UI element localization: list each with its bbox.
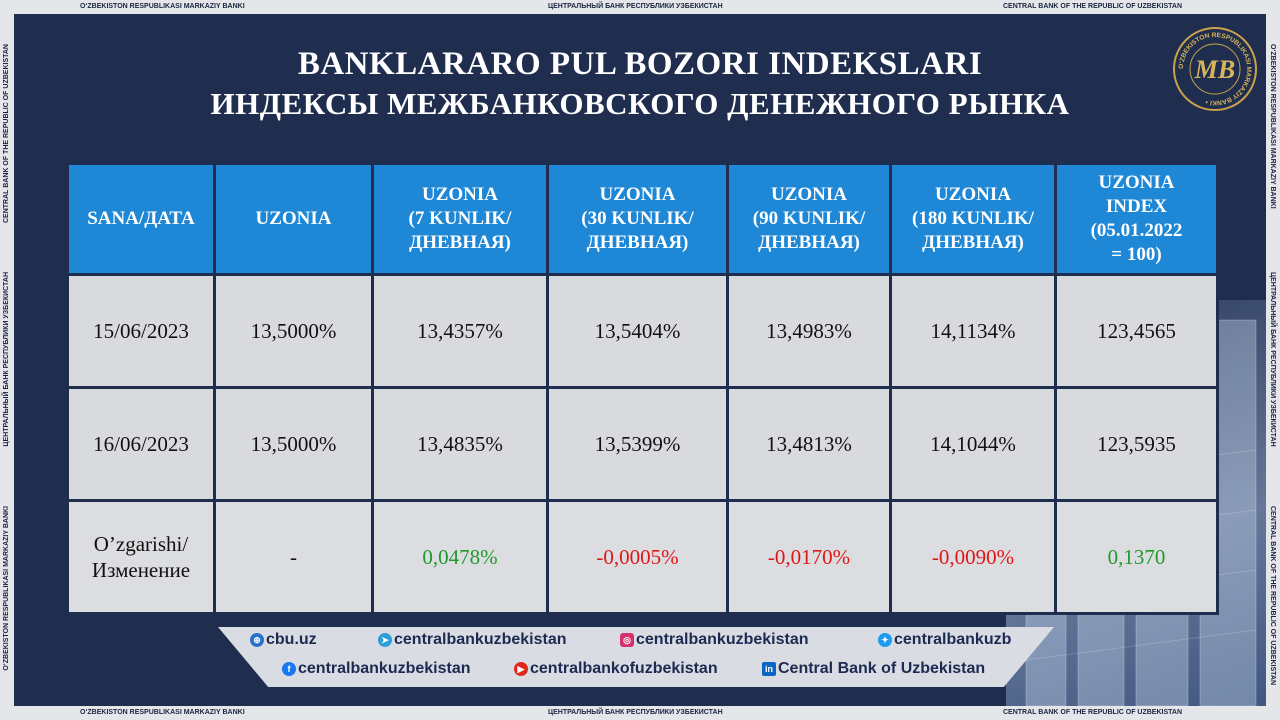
cell-uzonia-7: 13,4357% [371,273,549,389]
cell-uzonia-90: 13,4813% [726,386,892,502]
social-link-twitter[interactable]: ✦ centralbankuzb [878,631,1011,649]
frame-right-strip: O‘ZBEKISTON RESPUBLIKASI MARKAZIY BANKI … [1266,14,1280,706]
cell-uzonia-30: 13,5399% [546,386,729,502]
header-uzonia-90: UZONIA (90 KUNLIK/ДНЕВНАЯ) [726,162,892,276]
linkedin-icon: in [762,662,776,676]
frame-top-text-uz: O‘ZBEKISTON RESPUBLIKASI MARKAZIY BANKI [80,3,245,10]
youtube-icon: ▶ [514,662,528,676]
change-row: O’zgarishi/Изменение - 0,0478% -0,0005% … [66,499,1219,615]
social-link-instagram[interactable]: ◎ centralbankuzbekistan [620,631,809,649]
page-title: BANKLARARO PUL BOZORI INDEKSLARI [297,46,983,82]
frame-right-text-ru: ЦЕНТРАЛЬНЫЙ БАНК РЕСПУБЛИКИ УЗБЕКИСТАН [1269,272,1276,447]
header-date: SANA/ДАТА [66,162,216,276]
globe-icon: ⊕ [250,633,264,647]
header-uzonia-7: UZONIA (7 KUNLIK/ДНЕВНАЯ) [371,162,549,276]
frame-bottom-strip: O‘ZBEKISTON RESPUBLIKASI MARKAZIY BANKI … [0,706,1280,720]
header-uzonia-index: UZONIA INDEX (05.01.2022 = 100) [1054,162,1219,276]
svg-text:MB: MB [1194,55,1235,84]
table-row: 15/06/2023 13,5000% 13,4357% 13,5404% 13… [66,273,1219,389]
cell-change-uzonia-7: 0,0478% [371,499,549,615]
cell-change-uzonia-180: -0,0090% [889,499,1057,615]
cell-uzonia: 13,5000% [213,273,374,389]
cell-change-uzonia-index: 0,1370 [1054,499,1219,615]
cell-uzonia: 13,5000% [213,386,374,502]
header-uzonia: UZONIA [213,162,374,276]
frame-left-strip: CENTRAL BANK OF THE REPUBLIC OF UZBEKIST… [0,14,14,706]
frame-top-text-ru: ЦЕНТРАЛЬНЫЙ БАНК РЕСПУБЛИКИ УЗБЕКИСТАН [548,3,723,10]
cell-uzonia-90: 13,4983% [726,273,892,389]
cell-date: 15/06/2023 [66,273,216,389]
twitter-icon: ✦ [878,633,892,647]
cell-change-uzonia-90: -0,0170% [726,499,892,615]
frame-bottom-text-ru: ЦЕНТРАЛЬНЫЙ БАНК РЕСПУБЛИКИ УЗБЕКИСТАН [548,709,723,716]
cell-change-uzonia: - [213,499,374,615]
facebook-icon: f [282,662,296,676]
instagram-icon: ◎ [620,633,634,647]
social-link-facebook[interactable]: f centralbankuzbekistan [282,660,471,678]
frame-left-text-en: CENTRAL BANK OF THE REPUBLIC OF UZBEKIST… [3,44,10,224]
central-bank-logo: O‘ZBEKISTON RESPUBLIKASI MARKAZIY BANKI … [1172,26,1258,112]
header-uzonia-180: UZONIA (180 KUNLIK/ДНЕВНАЯ) [889,162,1057,276]
social-link-website[interactable]: ⊕ cbu.uz [250,631,317,649]
cell-uzonia-180: 14,1134% [889,273,1057,389]
frame-left-text-uz: O‘ZBEKISTON RESPUBLIKASI MARKAZIY BANKI [3,506,10,671]
table-header-row: SANA/ДАТА UZONIA UZONIA (7 KUNLIK/ДНЕВНАЯ… [66,162,1219,276]
frame-bottom-text-uz: O‘ZBEKISTON RESPUBLIKASI MARKAZIY BANKI [80,709,245,716]
page-subtitle: ИНДЕКСЫ МЕЖБАНКОВСКОГО ДЕНЕЖНОГО РЫНКА [210,86,1070,121]
cell-date: 16/06/2023 [66,386,216,502]
header-uzonia-30: UZONIA (30 KUNLIK/ДНЕВНАЯ) [546,162,729,276]
cell-uzonia-180: 14,1044% [889,386,1057,502]
social-link-linkedin[interactable]: in Central Bank of Uzbekistan [762,660,985,678]
frame-right-text-uz: O‘ZBEKISTON RESPUBLIKASI MARKAZIY BANKI [1269,44,1276,209]
frame-bottom-text-en: CENTRAL BANK OF THE REPUBLIC OF UZBEKIST… [1003,709,1183,716]
table-row: 16/06/2023 13,5000% 13,4835% 13,5399% 13… [66,386,1219,502]
cell-uzonia-index: 123,4565 [1054,273,1219,389]
cell-change-label: O’zgarishi/Изменение [66,499,216,615]
frame-right-text-en: CENTRAL BANK OF THE REPUBLIC OF UZBEKIST… [1269,506,1276,686]
cell-uzonia-7: 13,4835% [371,386,549,502]
telegram-icon: ➤ [378,633,392,647]
cell-uzonia-index: 123,5935 [1054,386,1219,502]
cell-change-uzonia-30: -0,0005% [546,499,729,615]
social-link-youtube[interactable]: ▶ centralbankofuzbekistan [514,660,718,678]
frame-top-text-en: CENTRAL BANK OF THE REPUBLIC OF UZBEKIST… [1003,3,1183,10]
social-link-telegram[interactable]: ➤ centralbankuzbekistan [378,631,567,649]
index-table: SANA/ДАТА UZONIA UZONIA (7 KUNLIK/ДНЕВНАЯ… [66,162,1219,615]
frame-left-text-ru: ЦЕНТРАЛЬНЫЙ БАНК РЕСПУБЛИКИ УЗБЕКИСТАН [3,272,10,447]
cell-uzonia-30: 13,5404% [546,273,729,389]
frame-top-strip: O‘ZBEKISTON RESPUBLIKASI MARKAZIY BANKI … [0,0,1280,14]
social-links-bar: ⊕ cbu.uz ➤ centralbankuzbekistan ◎ centr… [218,627,1054,687]
